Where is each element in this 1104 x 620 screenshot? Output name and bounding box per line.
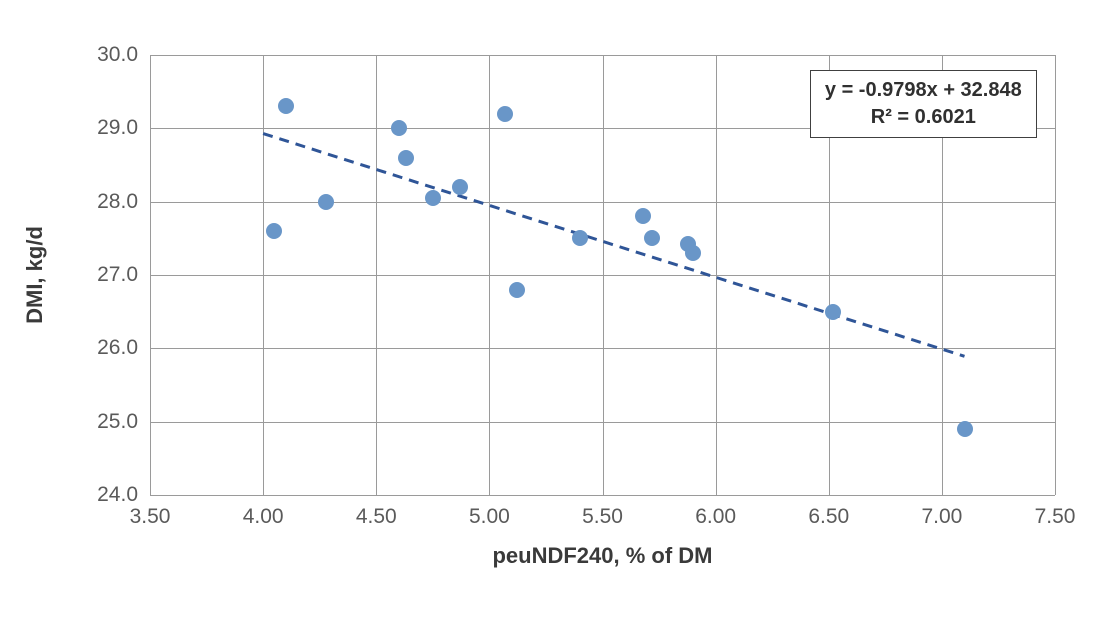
x-tick-label: 4.50: [356, 505, 397, 529]
plot-area: y = -0.9798x + 32.848R² = 0.6021: [150, 55, 1055, 495]
x-axis-title: peuNDF240, % of DM: [492, 543, 712, 569]
y-tick-label: 25.0: [97, 410, 138, 434]
r-squared-line: R² = 0.6021: [825, 104, 1022, 131]
x-tick-label: 5.00: [469, 505, 510, 529]
data-point: [391, 120, 407, 136]
data-point: [509, 282, 525, 298]
data-point: [398, 150, 414, 166]
x-tick-label: 7.00: [921, 505, 962, 529]
y-tick-label: 27.0: [97, 263, 138, 287]
y-axis-title: DMI, kg/d: [22, 226, 48, 324]
data-point: [644, 230, 660, 246]
data-point: [266, 223, 282, 239]
x-tick-label: 4.00: [243, 505, 284, 529]
x-tick-label: 6.50: [808, 505, 849, 529]
y-tick-label: 24.0: [97, 483, 138, 507]
scatter-chart: y = -0.9798x + 32.848R² = 0.6021 DMI, kg…: [0, 0, 1104, 620]
x-tick-label: 6.00: [695, 505, 736, 529]
x-tick-label: 7.50: [1035, 505, 1076, 529]
x-tick-label: 3.50: [130, 505, 171, 529]
data-point: [685, 245, 701, 261]
data-point: [572, 230, 588, 246]
data-point: [497, 106, 513, 122]
equation-box: y = -0.9798x + 32.848R² = 0.6021: [810, 70, 1037, 138]
data-point: [635, 208, 651, 224]
x-tick-label: 5.50: [582, 505, 623, 529]
data-point: [825, 304, 841, 320]
y-tick-label: 28.0: [97, 190, 138, 214]
data-point: [452, 179, 468, 195]
y-tick-label: 26.0: [97, 336, 138, 360]
y-tick-label: 30.0: [97, 43, 138, 67]
y-tick-label: 29.0: [97, 116, 138, 140]
data-point: [318, 194, 334, 210]
data-point: [957, 421, 973, 437]
data-point: [278, 98, 294, 114]
data-point: [425, 190, 441, 206]
equation-line: y = -0.9798x + 32.848: [825, 77, 1022, 104]
